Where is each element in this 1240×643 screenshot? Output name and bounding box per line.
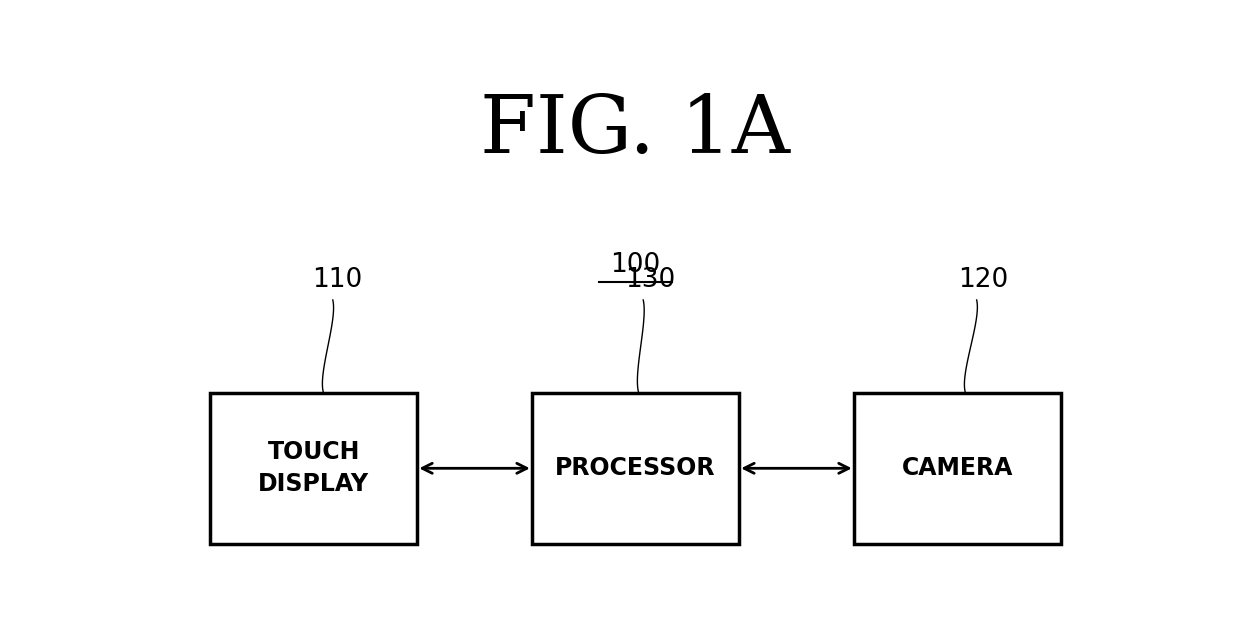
Bar <box>211 393 417 544</box>
Text: 120: 120 <box>959 267 1008 293</box>
Text: CAMERA: CAMERA <box>901 457 1013 480</box>
Text: FIG. 1A: FIG. 1A <box>481 92 791 170</box>
Text: PROCESSOR: PROCESSOR <box>556 457 715 480</box>
Bar <box>532 393 739 544</box>
Text: TOUCH
DISPLAY: TOUCH DISPLAY <box>258 440 370 496</box>
Text: 110: 110 <box>312 267 363 293</box>
Text: 100: 100 <box>610 251 661 278</box>
Bar <box>854 393 1060 544</box>
Text: 130: 130 <box>625 267 675 293</box>
